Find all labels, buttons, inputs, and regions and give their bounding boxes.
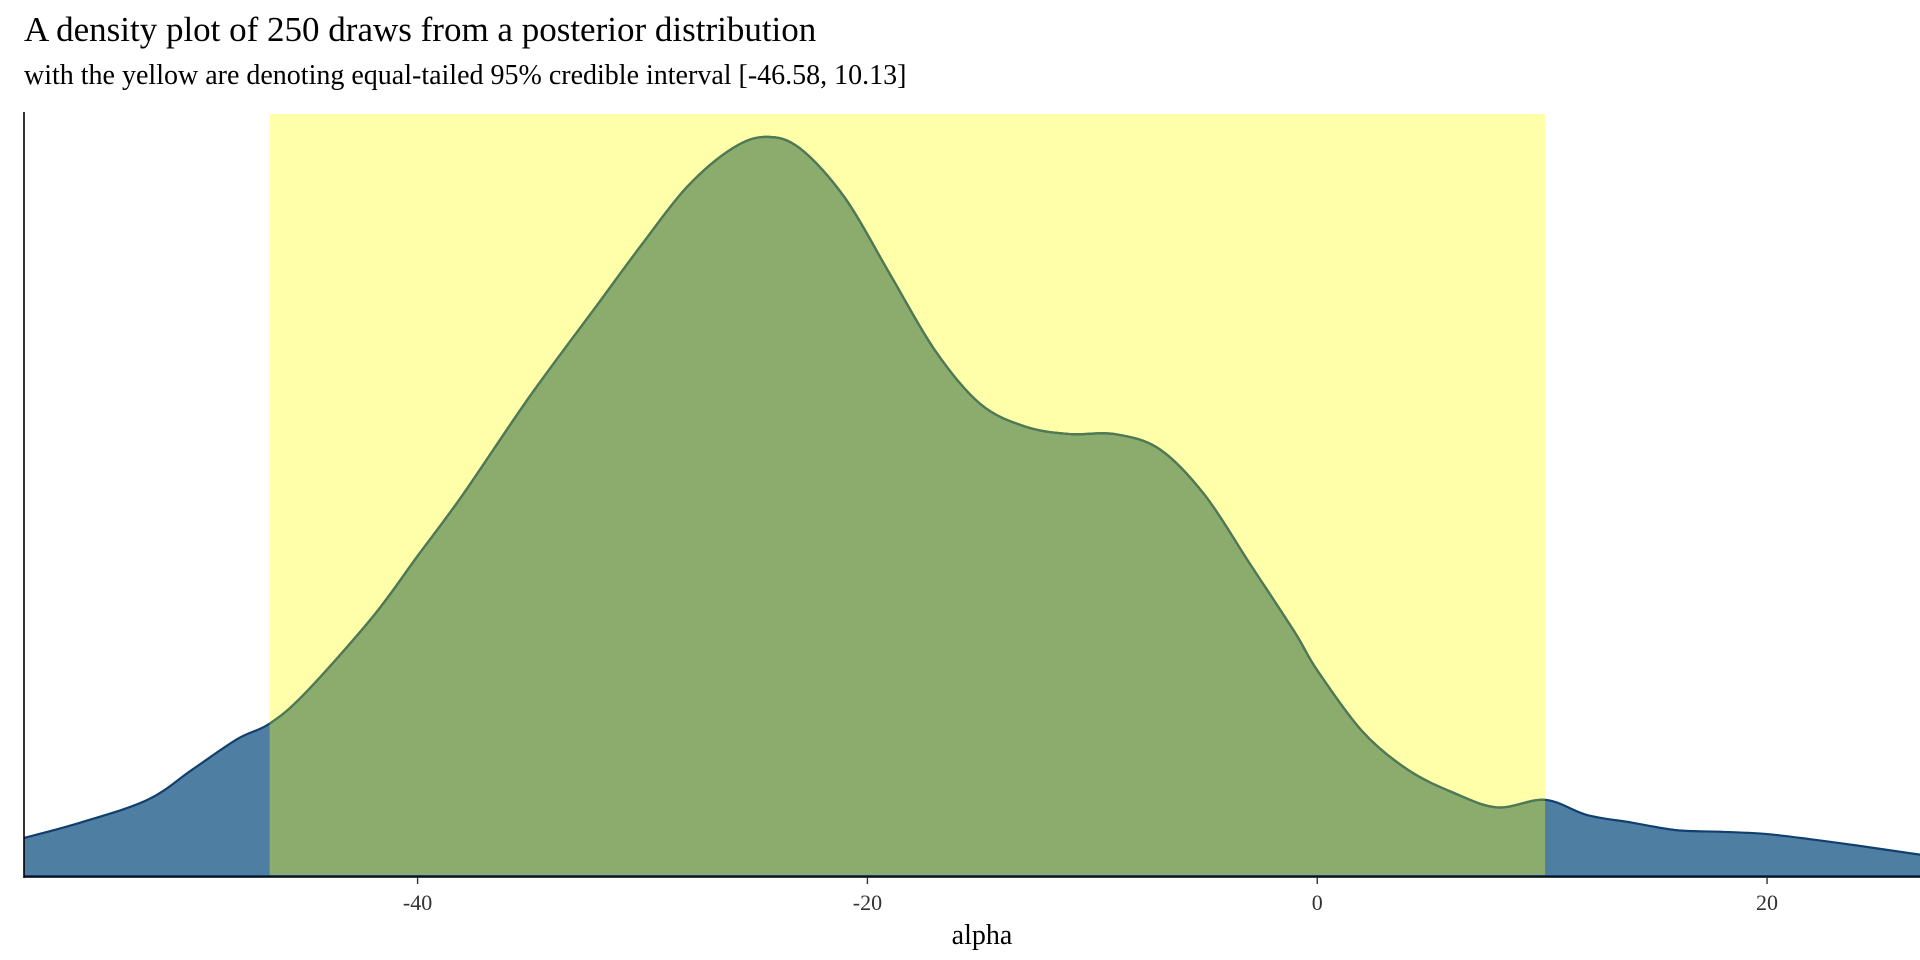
x-tick-label: -20 [853, 890, 882, 915]
x-tick-label: 0 [1312, 890, 1323, 915]
x-tick-label: -40 [403, 890, 432, 915]
chart-title: A density plot of 250 draws from a poste… [24, 10, 817, 49]
density-outline-in-interval [269, 135, 1546, 809]
density-area-in-interval [269, 136, 1546, 876]
chart-subtitle: with the yellow are denoting equal-taile… [24, 60, 907, 91]
x-tick-label: 20 [1756, 890, 1778, 915]
x-axis-title: alpha [952, 920, 1013, 951]
